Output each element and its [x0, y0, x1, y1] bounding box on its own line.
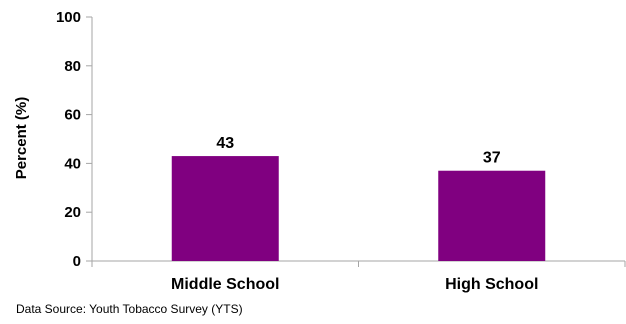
y-tick-label: 80: [64, 58, 81, 75]
y-axis-title: Percent (%): [13, 97, 30, 180]
bar-data-label: 37: [483, 150, 501, 167]
bar: [438, 170, 546, 261]
y-tick-label: 60: [64, 107, 81, 124]
bar-data-label: 43: [216, 135, 234, 152]
x-category-label: Middle School: [171, 276, 279, 293]
plot-area: 0 20 40 60 80 100 43 Middle School 37 High School: [56, 9, 626, 293]
x-category-label: High School: [445, 276, 538, 293]
y-tick-label: 100: [56, 9, 81, 26]
y-tick-label: 0: [73, 253, 81, 270]
data-source-note: Data Source: Youth Tobacco Survey (YTS): [16, 302, 243, 316]
bar: [171, 156, 279, 261]
y-tick-label: 20: [64, 204, 81, 221]
bar-chart: 0 20 40 60 80 100 43 Middle School 37 High School…: [13, 9, 626, 293]
y-tick-label: 40: [64, 155, 81, 172]
